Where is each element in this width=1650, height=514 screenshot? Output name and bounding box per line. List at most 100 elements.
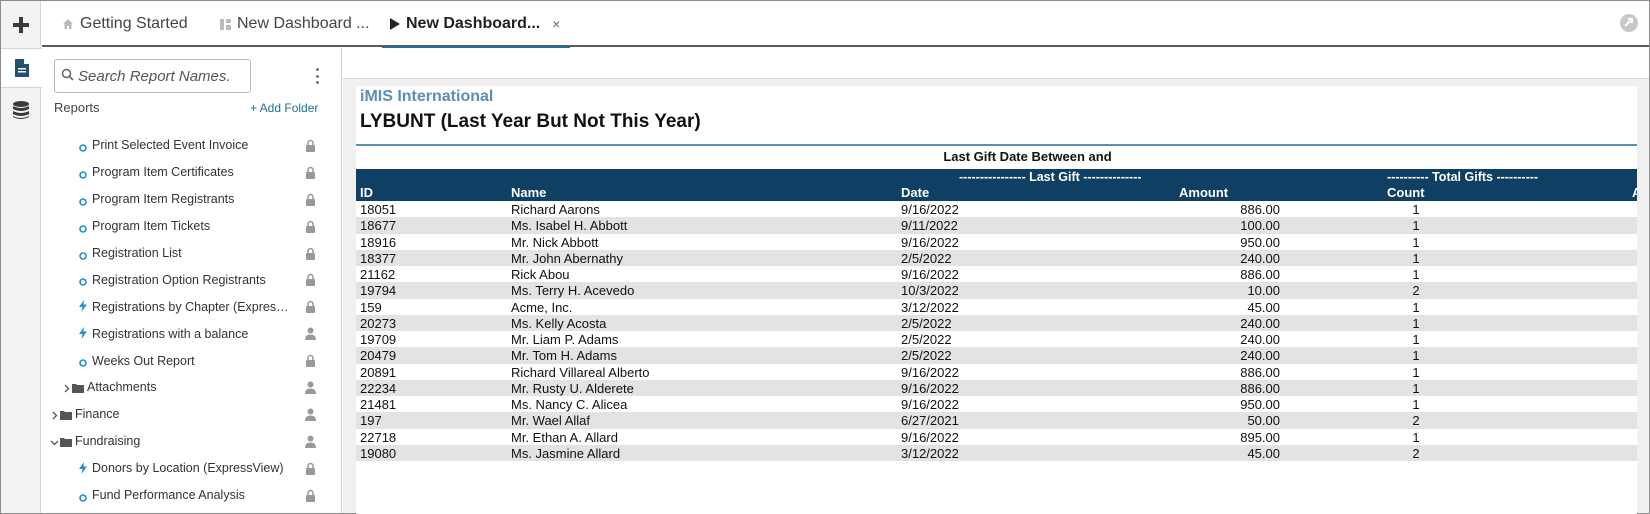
cell-date: 9/16/2022	[901, 380, 959, 396]
cell-amount: 240.00	[1240, 315, 1280, 331]
cell-id: 21481	[360, 397, 397, 412]
cell-name: Ms. Isabel H. Abbott	[511, 218, 628, 234]
cell-amount: 886.00	[1240, 364, 1280, 380]
tree-report-item[interactable]: Program Item Tickets	[42, 213, 342, 240]
database-icon[interactable]	[1, 90, 41, 130]
cell-count: 1	[1412, 397, 1420, 412]
tree-item-label: Program Item Tickets	[92, 219, 211, 234]
table-row: 22234 Mr. Rusty U. Alderete 9/16/2022 886.0…	[356, 379, 1637, 396]
tree-item-label: Weeks Out Report	[92, 353, 195, 368]
chevron-right-icon[interactable]	[50, 409, 59, 423]
cell-amount: 886.00	[1240, 202, 1280, 217]
cell-id: 18377	[360, 250, 397, 266]
tree-item-label: Attachments	[87, 380, 157, 395]
tree-item-label: Print Selected Event Invoice	[92, 138, 249, 153]
report-title: LYBUNT (Last Year But Not This Year)	[360, 111, 701, 132]
dashboard-content: iMIS International LYBUNT (Last Year But…	[343, 48, 1649, 514]
express-view-icon	[79, 300, 87, 315]
tab-getting-started[interactable]: Getting Started	[62, 1, 188, 47]
column-header-id: ID	[360, 185, 373, 200]
tree-report-item[interactable]: Registrations with a balance	[42, 320, 342, 347]
column-header-amount: Amount	[1179, 185, 1229, 200]
cell-id: 20891	[360, 364, 397, 380]
report-subtitle: Last Gift Date Between and	[943, 149, 1112, 164]
folder-icon	[72, 382, 84, 396]
add-folder-button[interactable]: + Add Folder	[250, 101, 319, 115]
lock-icon	[305, 193, 316, 209]
lock-icon	[305, 489, 316, 505]
tree-item-label: Registrations with a balance	[92, 326, 249, 341]
cell-count: 1	[1412, 250, 1420, 266]
tree-report-item[interactable]: Program Item Registrants	[42, 186, 342, 213]
express-view-icon	[79, 327, 87, 342]
table-row: 159 Acme, Inc. 3/12/2022 45.00 1	[356, 299, 1637, 315]
table-body: 18051 Richard Aarons 9/16/2022 886.00 1 18677…	[356, 201, 1637, 461]
tree-report-item[interactable]: Registration List	[42, 240, 342, 267]
tree-item-label: Program Item Registrants	[92, 192, 235, 207]
table-row: 197 Mr. Wael Allaf 6/27/2021 50.00 2	[356, 412, 1637, 429]
lock-icon	[305, 139, 316, 155]
tree-report-item[interactable]: Weeks Out Report	[42, 347, 342, 374]
tree-report-item[interactable]: Registration Option Registrants	[42, 266, 342, 293]
cell-name: Ms. Nancy C. Alicea	[511, 397, 628, 412]
cell-date: 9/16/2022	[901, 397, 959, 412]
cell-date: 2/5/2022	[901, 315, 952, 331]
tree-folder[interactable]: Finance	[42, 401, 342, 428]
reports-heading: Reports	[54, 100, 100, 115]
table-row: 18377 Mr. John Abernathy 2/5/2022 240.00 1	[356, 249, 1637, 266]
search-box[interactable]	[54, 59, 251, 93]
tree-report-item[interactable]: Fund Performance Analysis	[42, 482, 342, 509]
cell-id: 22234	[360, 380, 397, 396]
search-input[interactable]	[78, 67, 243, 85]
cell-date: 3/12/2022	[901, 445, 959, 461]
document-icon[interactable]	[1, 48, 42, 88]
group-header-last-gift: ---------------- Last Gift -------------…	[959, 170, 1142, 184]
tab-new-dashboard-1[interactable]: New Dashboard ...	[220, 1, 370, 47]
tree-report-item[interactable]: Donors by Location (ExpressView)	[42, 455, 342, 482]
cell-count: 1	[1412, 380, 1420, 396]
tree-folder[interactable]: Attachments	[42, 374, 342, 401]
cell-name: Mr. John Abernathy	[511, 250, 624, 266]
cell-name: Mr. Ethan A. Allard	[511, 429, 618, 445]
cell-date: 9/16/2022	[901, 202, 959, 217]
table-row: 21481 Ms. Nancy C. Alicea 9/16/2022 950.00 1	[356, 396, 1637, 412]
cell-amount: 10.00	[1247, 283, 1280, 299]
tab-new-dashboard-2[interactable]: New Dashboard... ×	[381, 1, 571, 49]
tab-label: New Dashboard ...	[237, 15, 370, 32]
table-row: 18677 Ms. Isabel H. Abbott 9/11/2022 100.00…	[356, 217, 1637, 234]
cell-count: 1	[1412, 332, 1420, 347]
tree-report-item[interactable]: Print Selected Event Invoice	[42, 132, 342, 159]
cell-id: 20273	[360, 315, 397, 331]
cell-id: 19080	[360, 445, 397, 461]
cell-name: Richard Villareal Alberto	[511, 364, 650, 380]
report-sidebar: Reports + Add Folder Print Selected Even…	[42, 48, 342, 513]
cell-name: Mr. Nick Abbott	[511, 234, 599, 250]
cell-count: 1	[1412, 202, 1420, 217]
tree-report-item[interactable]: Program Item Certificates	[42, 159, 342, 186]
cell-count: 1	[1412, 267, 1420, 282]
chevron-right-icon[interactable]	[62, 382, 71, 396]
folder-icon	[60, 436, 72, 450]
user-icon	[305, 381, 316, 397]
organization-name: iMIS International	[360, 88, 494, 105]
report-tree: Print Selected Event Invoice Program Item…	[42, 132, 342, 508]
add-icon[interactable]	[1, 5, 41, 45]
cell-name: Richard Aarons	[511, 202, 600, 217]
table-row: 20891 Richard Villareal Alberto 9/16/2022 8…	[356, 364, 1637, 380]
cell-name: Ms. Kelly Acosta	[511, 315, 607, 331]
more-options-icon[interactable]	[314, 68, 320, 84]
link-icon[interactable]	[1619, 13, 1639, 36]
cell-amount: 886.00	[1240, 267, 1280, 282]
lock-icon	[305, 273, 316, 289]
cell-name: Mr. Tom H. Adams	[511, 348, 617, 364]
cell-date: 3/12/2022	[901, 299, 959, 315]
tree-item-label: Finance	[75, 407, 120, 422]
chevron-down-icon[interactable]	[50, 436, 59, 450]
cell-count: 1	[1412, 234, 1420, 250]
cell-amount: 45.00	[1247, 445, 1280, 461]
close-icon[interactable]: ×	[552, 16, 561, 32]
lock-icon	[305, 166, 316, 182]
tab-bar: Getting Started New Dashboard ... New Da…	[42, 1, 1649, 49]
tree-report-item[interactable]: Registrations by Chapter (ExpressView)	[42, 293, 342, 320]
tree-folder[interactable]: Fundraising	[42, 428, 342, 455]
